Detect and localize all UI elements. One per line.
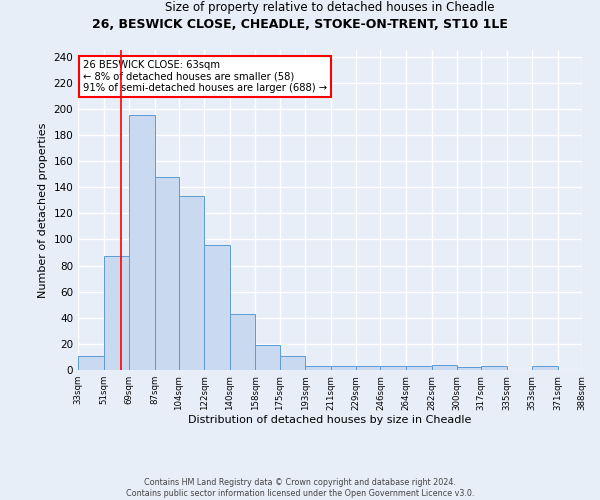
Bar xyxy=(406,366,431,370)
Bar xyxy=(280,356,305,370)
Bar xyxy=(205,244,230,370)
Bar xyxy=(305,366,331,370)
Bar xyxy=(457,368,481,370)
Bar xyxy=(356,366,380,370)
Bar xyxy=(129,116,155,370)
Bar xyxy=(104,256,129,370)
Bar xyxy=(380,366,406,370)
Bar xyxy=(155,176,179,370)
Bar xyxy=(179,196,205,370)
Y-axis label: Number of detached properties: Number of detached properties xyxy=(38,122,48,298)
Bar xyxy=(431,365,457,370)
Bar xyxy=(256,345,280,370)
Bar xyxy=(78,356,104,370)
Text: 26 BESWICK CLOSE: 63sqm
← 8% of detached houses are smaller (58)
91% of semi-det: 26 BESWICK CLOSE: 63sqm ← 8% of detached… xyxy=(83,60,327,93)
Title: Size of property relative to detached houses in Cheadle: Size of property relative to detached ho… xyxy=(165,1,495,14)
Text: Contains HM Land Registry data © Crown copyright and database right 2024.
Contai: Contains HM Land Registry data © Crown c… xyxy=(126,478,474,498)
Bar xyxy=(331,366,356,370)
Bar xyxy=(532,366,558,370)
Bar xyxy=(230,314,256,370)
Text: 26, BESWICK CLOSE, CHEADLE, STOKE-ON-TRENT, ST10 1LE: 26, BESWICK CLOSE, CHEADLE, STOKE-ON-TRE… xyxy=(92,18,508,30)
X-axis label: Distribution of detached houses by size in Cheadle: Distribution of detached houses by size … xyxy=(188,416,472,426)
Bar xyxy=(481,366,507,370)
